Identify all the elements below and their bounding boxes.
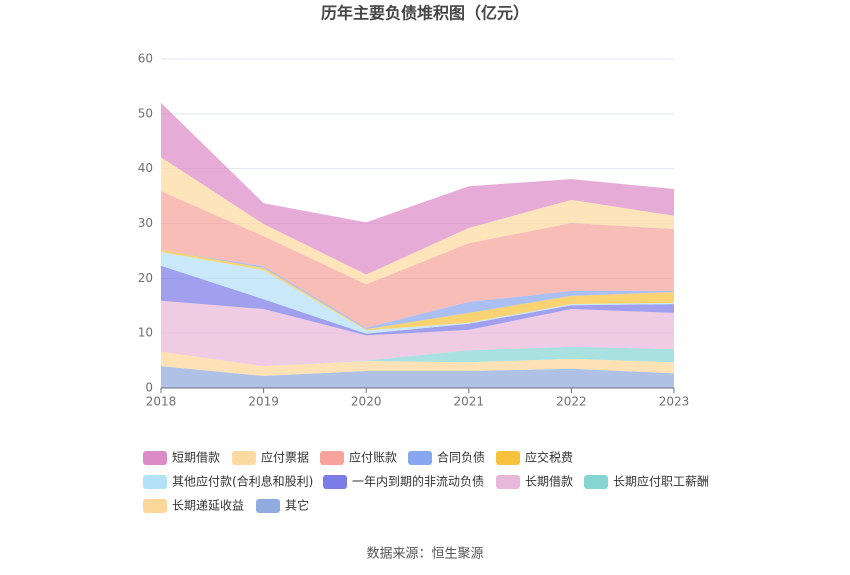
chart-title: 历年主要负债堆积图（亿元） — [321, 4, 529, 23]
legend-label: 应付票据 — [261, 450, 309, 465]
legend-label: 应付账款 — [349, 450, 397, 465]
area-series-10 — [161, 351, 674, 376]
area-series-11 — [161, 366, 674, 388]
y-tick-label: 50 — [138, 106, 153, 120]
legend-swatch — [232, 451, 256, 465]
legend-label: 其他应付款(合利息和股利) — [172, 474, 313, 489]
x-tick-label: 2020 — [351, 395, 382, 409]
area-series-1 — [161, 102, 674, 275]
legend-swatch — [256, 499, 280, 513]
legend-item-11[interactable]: 其它 — [256, 498, 309, 514]
legend-swatch — [408, 451, 432, 465]
x-tick-label: 2018 — [146, 395, 177, 409]
y-tick-label: 10 — [138, 326, 153, 340]
legend-swatch — [143, 499, 167, 513]
legend-label: 短期借款 — [172, 451, 220, 465]
area-series-8 — [161, 300, 674, 367]
area-series-7 — [161, 265, 674, 336]
y-tick-label: 60 — [138, 52, 153, 66]
legend-item-10[interactable]: 长期递延收益 — [143, 499, 244, 514]
y-tick-label: 30 — [138, 216, 153, 230]
data-source: 数据来源：恒生聚源 — [366, 547, 483, 562]
area-series-group — [161, 102, 674, 388]
area-series-3 — [161, 191, 674, 328]
x-tick-label: 2019 — [248, 395, 279, 409]
legend-item-8[interactable]: 长期借款 — [496, 475, 573, 490]
legend-swatch — [320, 451, 344, 465]
legend-item-9[interactable]: 长期应付职工薪酬 — [584, 474, 709, 490]
legend-item-3[interactable]: 应付账款 — [320, 450, 397, 466]
y-tick-label: 40 — [138, 161, 153, 175]
legend-label: 合同负债 — [437, 450, 485, 465]
area-series-9 — [161, 346, 674, 367]
legend-label: 长期应付职工薪酬 — [613, 474, 709, 489]
legend-label: 长期借款 — [525, 475, 573, 489]
legend-swatch — [496, 475, 520, 489]
legend-swatch — [496, 451, 520, 465]
legend-label: 一年内到期的非流动负债 — [352, 474, 484, 489]
legend-label: 应交税费 — [525, 450, 573, 465]
x-tick-label: 2022 — [556, 395, 587, 409]
legend-item-5[interactable]: 应交税费 — [496, 450, 573, 466]
legend-item-2[interactable]: 应付票据 — [232, 450, 309, 466]
legend-swatch — [143, 475, 167, 489]
legend-label: 其它 — [285, 498, 309, 513]
x-tick-label: 2021 — [454, 395, 485, 409]
y-tick-label: 20 — [138, 271, 153, 285]
legend-swatch — [143, 451, 167, 465]
area-series-6 — [161, 252, 674, 334]
legend-item-1[interactable]: 短期借款 — [143, 451, 220, 466]
legend-item-4[interactable]: 合同负债 — [408, 450, 485, 466]
legend-swatch — [584, 475, 608, 489]
legend-item-7[interactable]: 一年内到期的非流动负债 — [323, 474, 484, 490]
area-series-2 — [161, 157, 674, 285]
legend-label: 长期递延收益 — [172, 499, 244, 513]
axes: 0 10 20 30 40 50 60 2018 2019 2020 2021 2022 2023 — [138, 52, 690, 409]
legend-swatch — [323, 475, 347, 489]
legend-item-6[interactable]: 其他应付款(合利息和股利) — [143, 474, 313, 490]
y-tick-label: 0 — [145, 381, 153, 395]
x-tick-label: 2023 — [659, 395, 690, 409]
